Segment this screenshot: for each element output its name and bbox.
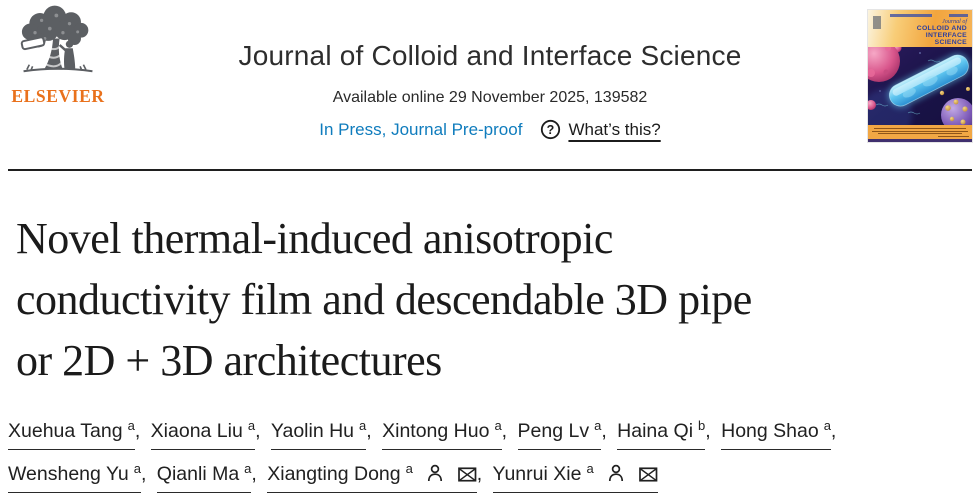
author-name: Wensheng Yu: [8, 463, 129, 485]
elsevier-wordmark: ELSEVIER: [11, 86, 105, 106]
affiliation-superscript: a: [405, 461, 413, 476]
author-separator: ,: [501, 420, 513, 442]
affiliation-superscript: a: [244, 461, 252, 476]
author-separator: ,: [830, 420, 837, 442]
whats-this-link[interactable]: What’s this?: [568, 119, 661, 139]
article-title-line: conductivity film and descendable 3D pip…: [16, 275, 752, 324]
author-list: Xuehua Tang a, Xiaona Liu a, Yaolin Hu a, X…: [8, 416, 972, 502]
person-icon[interactable]: [608, 464, 624, 482]
article-title-line: Novel thermal-induced anisotropic: [16, 214, 613, 263]
cover-caption-lines: [868, 125, 972, 139]
affiliation-superscript: a: [586, 461, 594, 476]
author-separator: ,: [255, 420, 266, 442]
author-link[interactable]: Qianli Ma a: [156, 459, 252, 493]
author-name: Peng Lv: [517, 420, 590, 442]
affiliation-superscript: a: [594, 418, 602, 433]
author-link[interactable]: Yunrui Xie a: [492, 459, 658, 493]
author-name: Xintong Huo: [382, 420, 490, 442]
author-link[interactable]: Haina Qi b: [617, 416, 706, 450]
author-name: Yunrui Xie: [492, 463, 582, 485]
author-name: Xiaona Liu: [150, 420, 243, 442]
envelope-icon[interactable]: [457, 467, 477, 482]
author-link[interactable]: Xuehua Tang a: [8, 416, 135, 450]
author-separator: ,: [251, 463, 263, 485]
author-name: Xiangting Dong: [267, 463, 401, 485]
question-mark-icon[interactable]: ?: [540, 119, 561, 140]
affiliation-superscript: a: [494, 418, 502, 433]
masthead-center: Journal of Colloid and Interface Science…: [170, 40, 810, 140]
journal-title: Journal of Colloid and Interface Science: [238, 40, 742, 71]
cover-name-line: SCIENCE: [934, 39, 967, 47]
cover-name-line: COLLOID AND: [916, 25, 967, 32]
author-name: Yaolin Hu: [270, 420, 355, 442]
author-line: Xuehua Tang a, Xiaona Liu a, Yaolin Hu a, X…: [8, 416, 972, 450]
author-link[interactable]: Xiaona Liu a: [150, 416, 256, 450]
author-link[interactable]: Hong Shao a: [721, 416, 831, 450]
author-link[interactable]: Xiangting Dong a: [267, 459, 477, 493]
author-link[interactable]: Peng Lv a: [517, 416, 602, 450]
cover-journal-name: Journal of COLLOID AND INTERFACE SCIENCE: [917, 19, 967, 47]
cover-mini-elsevier-mark: [873, 16, 881, 29]
journal-cover-thumbnail[interactable]: Journal of COLLOID AND INTERFACE SCIENCE: [868, 10, 972, 142]
status-row: In Press, Journal Pre-proof ? What’s thi…: [170, 119, 810, 140]
svg-text:?: ?: [547, 123, 555, 137]
person-icon[interactable]: [427, 464, 443, 482]
author-name: Xuehua Tang: [8, 420, 123, 442]
cover-name-line: INTERFACE: [925, 32, 967, 40]
cover-top-band: Journal of COLLOID AND INTERFACE SCIENCE: [868, 10, 972, 47]
author-name: Hong Shao: [721, 420, 819, 442]
author-separator: ,: [134, 420, 146, 442]
whats-this-group: ? What’s this?: [540, 119, 661, 140]
cover-artwork: [868, 47, 972, 125]
article-title: Novel thermal-induced anisotropic conduc…: [8, 0, 972, 391]
affiliation-superscript: a: [359, 418, 367, 433]
masthead-divider: [8, 169, 972, 171]
author-link[interactable]: Wensheng Yu a: [8, 459, 141, 493]
affiliation-superscript: a: [247, 418, 256, 433]
article-title-line: or 2D + 3D architectures: [16, 336, 442, 385]
elsevier-tree-icon: [20, 5, 93, 73]
affiliation-superscript: a: [127, 418, 135, 433]
available-online-line: Available online 29 November 2025, 13958…: [332, 89, 648, 106]
cover-issn-line: [949, 14, 968, 17]
author-link[interactable]: Yaolin Hu a: [270, 416, 367, 450]
affiliation-superscript: b: [698, 418, 706, 433]
author-separator: ,: [140, 463, 152, 485]
in-press-link[interactable]: In Press, Journal Pre-proof: [319, 119, 523, 139]
author-name: Haina Qi: [617, 420, 694, 442]
journal-masthead: ELSEVIER Journal of Colloid and Interfac…: [0, 0, 980, 170]
affiliation-superscript: a: [823, 418, 831, 433]
author-link[interactable]: Xintong Huo a: [382, 416, 502, 450]
author-name: Qianli Ma: [156, 463, 240, 485]
envelope-icon[interactable]: [638, 467, 658, 482]
affiliation-superscript: a: [133, 461, 141, 476]
cover-bottom-strip: [868, 139, 972, 142]
cover-name-line: Journal of: [942, 19, 967, 25]
author-separator: ,: [366, 420, 378, 442]
author-line: Wensheng Yu a, Qianli Ma a, Xiangting Dong…: [8, 459, 972, 493]
cover-volume-line: [890, 14, 932, 17]
author-separator: ,: [601, 420, 613, 442]
author-separator: ,: [476, 463, 488, 485]
elsevier-logo[interactable]: ELSEVIER: [8, 5, 108, 107]
author-separator: ,: [705, 420, 717, 442]
